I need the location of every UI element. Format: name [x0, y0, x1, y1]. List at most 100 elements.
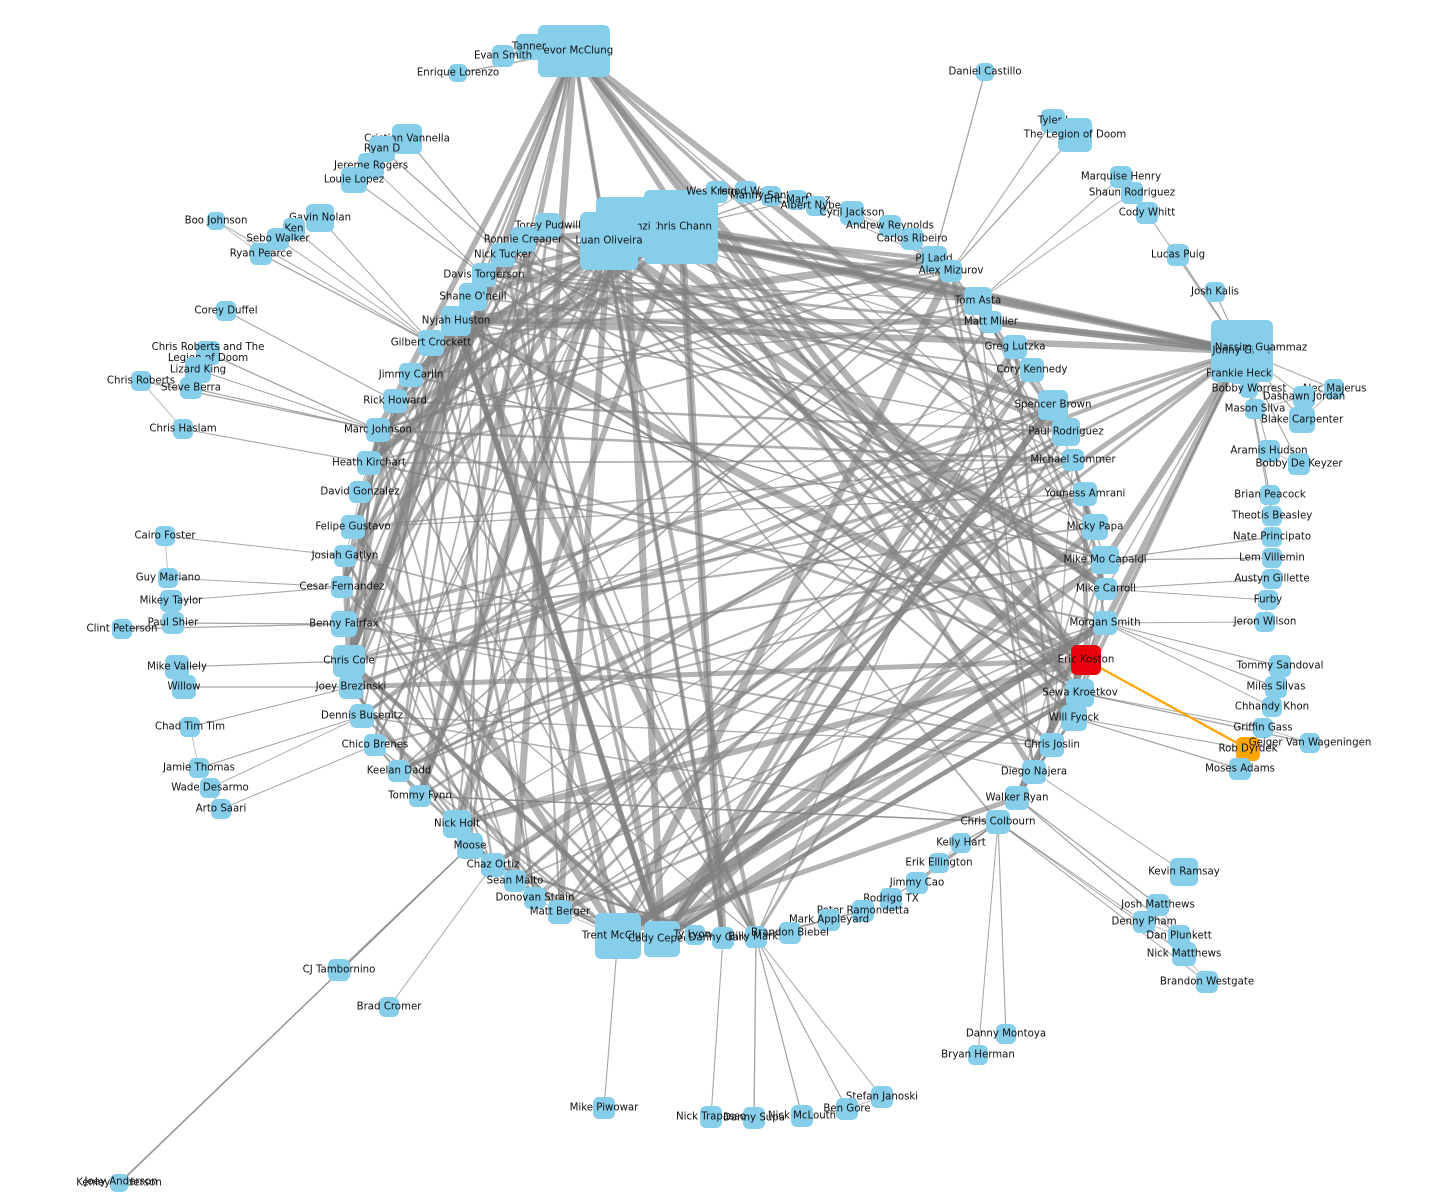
graph-node[interactable] — [1269, 655, 1291, 677]
graph-node[interactable] — [685, 925, 705, 945]
graph-node[interactable] — [880, 888, 902, 910]
graph-node[interactable] — [700, 1106, 722, 1128]
graph-node[interactable] — [333, 645, 365, 677]
graph-node[interactable] — [940, 260, 962, 282]
graph-node[interactable] — [1170, 858, 1198, 886]
graph-node[interactable] — [172, 675, 196, 699]
graph-node[interactable] — [1061, 705, 1087, 731]
graph-node[interactable] — [1289, 407, 1315, 433]
graph-node[interactable] — [871, 1086, 893, 1108]
graph-node[interactable] — [180, 717, 200, 737]
graph-node[interactable] — [1253, 340, 1269, 356]
graph-node[interactable] — [1073, 482, 1097, 506]
graph-node[interactable] — [964, 287, 992, 315]
graph-node[interactable] — [745, 926, 767, 948]
graph-node[interactable] — [644, 190, 718, 264]
graph-node[interactable] — [392, 124, 422, 154]
graph-node[interactable] — [399, 363, 423, 387]
graph-node[interactable] — [548, 900, 572, 924]
graph-node[interactable] — [331, 576, 353, 598]
graph-node[interactable] — [1133, 911, 1155, 933]
graph-node[interactable] — [158, 568, 178, 588]
graph-node[interactable] — [538, 25, 610, 77]
graph-node[interactable] — [1196, 971, 1218, 993]
graph-node[interactable] — [341, 167, 367, 193]
graph-node[interactable] — [1293, 386, 1315, 408]
graph-node[interactable] — [131, 371, 151, 391]
graph-node[interactable] — [779, 922, 801, 944]
graph-node[interactable] — [173, 419, 193, 439]
graph-node[interactable] — [481, 853, 505, 877]
graph-node[interactable] — [743, 1107, 765, 1129]
graph-node[interactable] — [1245, 399, 1265, 419]
graph-node[interactable] — [409, 785, 431, 807]
graph-node[interactable] — [1255, 612, 1275, 632]
graph-node[interactable] — [441, 306, 471, 336]
graph-node[interactable] — [1253, 718, 1273, 738]
graph-node[interactable] — [504, 870, 526, 892]
graph-node[interactable] — [216, 301, 236, 321]
graph-node[interactable] — [1229, 758, 1251, 780]
graph-node[interactable] — [593, 1097, 615, 1119]
graph-node[interactable] — [712, 927, 734, 949]
graph-node[interactable] — [1040, 733, 1064, 757]
graph-node[interactable] — [761, 186, 781, 206]
graph-node[interactable] — [449, 64, 467, 82]
graph-node[interactable] — [1095, 578, 1117, 600]
graph-node[interactable] — [357, 451, 381, 475]
graph-node[interactable] — [418, 330, 444, 356]
graph-node[interactable] — [787, 190, 807, 210]
graph-node[interactable] — [491, 243, 515, 267]
graph-node[interactable] — [1091, 546, 1119, 574]
graph-node[interactable] — [818, 909, 840, 931]
graph-node[interactable] — [1121, 182, 1143, 204]
graph-node[interactable] — [200, 778, 220, 798]
graph-node[interactable] — [791, 1105, 813, 1127]
graph-node[interactable] — [836, 1098, 858, 1120]
graph-node[interactable] — [968, 1045, 988, 1065]
graph-node[interactable] — [1167, 244, 1189, 266]
graph-node[interactable] — [516, 34, 542, 60]
graph-node[interactable] — [1258, 590, 1278, 610]
graph-node[interactable] — [1265, 676, 1287, 698]
graph-node[interactable] — [306, 204, 334, 232]
graph-node[interactable] — [1288, 453, 1310, 475]
graph-node[interactable] — [1062, 449, 1084, 471]
graph-node[interactable] — [1038, 390, 1068, 420]
graph-node[interactable] — [996, 1024, 1016, 1044]
graph-node[interactable] — [267, 228, 289, 250]
graph-node[interactable] — [840, 201, 864, 225]
graph-node[interactable] — [349, 481, 371, 503]
graph-node[interactable] — [1136, 202, 1158, 224]
graph-node[interactable] — [976, 63, 994, 81]
graph-node[interactable] — [1300, 733, 1320, 753]
graph-node[interactable] — [1262, 506, 1282, 526]
graph-node[interactable] — [1071, 645, 1101, 675]
graph-node[interactable] — [929, 853, 949, 873]
graph-node[interactable] — [1205, 282, 1225, 302]
graph-node[interactable] — [189, 758, 209, 778]
graph-node[interactable] — [535, 213, 561, 239]
graph-node[interactable] — [644, 921, 680, 957]
graph-node[interactable] — [852, 900, 874, 922]
graph-node[interactable] — [341, 515, 365, 539]
graph-node[interactable] — [155, 526, 175, 546]
graph-node[interactable] — [806, 196, 826, 216]
graph-node[interactable] — [1172, 942, 1196, 966]
graph-node[interactable] — [180, 377, 202, 399]
graph-node[interactable] — [1262, 569, 1282, 589]
graph-node[interactable] — [379, 997, 399, 1017]
graph-node[interactable] — [1260, 485, 1280, 505]
graph-node[interactable] — [1066, 679, 1094, 707]
graph-node[interactable] — [364, 734, 386, 756]
graph-node[interactable] — [339, 675, 363, 699]
graph-node[interactable] — [250, 243, 272, 265]
graph-node[interactable] — [1147, 894, 1169, 916]
graph-node[interactable] — [1082, 514, 1108, 540]
graph-node[interactable] — [706, 181, 728, 203]
graph-node[interactable] — [350, 704, 374, 728]
graph-node[interactable] — [1236, 737, 1260, 761]
graph-node[interactable] — [901, 228, 923, 250]
graph-node[interactable] — [457, 833, 483, 859]
